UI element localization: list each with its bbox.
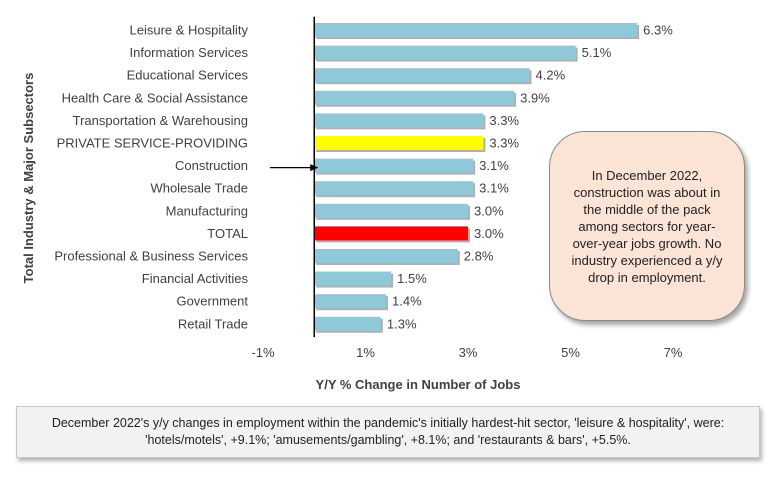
value-label-retail-trade: 1.3% bbox=[387, 316, 417, 331]
bar-transportation-warehousing bbox=[314, 113, 484, 128]
category-label-leisure-hospitality: Leisure & Hospitality bbox=[130, 23, 249, 38]
category-label-wholesale-trade: Wholesale Trade bbox=[150, 181, 248, 196]
category-label-professional-business-services: Professional & Business Services bbox=[54, 249, 248, 264]
bar-construction bbox=[314, 158, 474, 173]
labels-layer: Leisure & Hospitality 6.3% Information Ser… bbox=[54, 16, 683, 360]
x-tick-label: 1% bbox=[356, 345, 375, 360]
bar-financial-activities bbox=[314, 271, 392, 286]
category-label-educational-services: Educational Services bbox=[127, 68, 249, 83]
value-label-construction: 3.1% bbox=[479, 158, 509, 173]
value-label-financial-activities: 1.5% bbox=[397, 271, 427, 286]
x-axis-title: Y/Y % Change in Number of Jobs bbox=[316, 377, 521, 392]
y-axis-title: Total Industry & Major Subsectors bbox=[21, 73, 36, 284]
value-label-transportation-warehousing: 3.3% bbox=[489, 113, 519, 128]
bar-wholesale-trade bbox=[314, 181, 474, 196]
bar-leisure-hospitality bbox=[314, 23, 638, 37]
bar-government bbox=[314, 294, 386, 309]
callout-text: In December 2022, construction was about… bbox=[571, 167, 723, 285]
bar-chart: Leisure & Hospitality 6.3% Information Ser… bbox=[21, 16, 683, 392]
category-label-retail-trade: Retail Trade bbox=[178, 316, 248, 331]
annotation-callout: In December 2022, construction was about… bbox=[549, 131, 745, 321]
bar-retail-trade bbox=[314, 316, 381, 331]
x-tick-label: 3% bbox=[459, 345, 478, 360]
value-label-leisure-hospitality: 6.3% bbox=[643, 23, 673, 38]
x-tick-label: 7% bbox=[664, 345, 683, 360]
value-label-government: 1.4% bbox=[392, 294, 422, 309]
footnote-box: December 2022's y/y changes in employmen… bbox=[16, 406, 760, 458]
category-label-total: TOTAL bbox=[207, 226, 248, 241]
value-label-information-services: 5.1% bbox=[582, 45, 612, 60]
bar-manufacturing bbox=[314, 203, 468, 218]
value-label-health-care-social-assistance: 3.9% bbox=[520, 90, 550, 105]
category-label-health-care-social-assistance: Health Care & Social Assistance bbox=[62, 90, 248, 105]
category-label-government: Government bbox=[176, 294, 248, 309]
value-label-total: 3.0% bbox=[474, 226, 504, 241]
category-label-private-service-providing: PRIVATE SERVICE-PROVIDING bbox=[57, 136, 248, 151]
value-label-educational-services: 4.2% bbox=[536, 68, 566, 83]
bar-information-services bbox=[314, 45, 576, 60]
footnote-text: December 2022's y/y changes in employmen… bbox=[51, 416, 725, 447]
category-label-financial-activities: Financial Activities bbox=[142, 271, 249, 286]
value-label-professional-business-services: 2.8% bbox=[464, 249, 494, 264]
category-label-manufacturing: Manufacturing bbox=[166, 203, 248, 218]
value-label-manufacturing: 3.0% bbox=[474, 203, 504, 218]
construction-arrow bbox=[270, 164, 319, 172]
value-label-wholesale-trade: 3.1% bbox=[479, 181, 509, 196]
value-label-private-service-providing: 3.3% bbox=[489, 136, 519, 151]
bars-layer bbox=[314, 23, 640, 333]
category-label-construction: Construction bbox=[175, 158, 248, 173]
category-label-transportation-warehousing: Transportation & Warehousing bbox=[73, 113, 248, 128]
bar-educational-services bbox=[314, 68, 530, 83]
bar-total bbox=[314, 226, 468, 241]
bar-professional-business-services bbox=[314, 249, 458, 263]
bar-health-care-social-assistance bbox=[314, 90, 515, 105]
category-label-information-services: Information Services bbox=[130, 45, 249, 60]
bar-private-service-providing bbox=[314, 136, 484, 150]
x-tick-label: 5% bbox=[561, 345, 580, 360]
x-tick-label: -1% bbox=[251, 345, 275, 360]
